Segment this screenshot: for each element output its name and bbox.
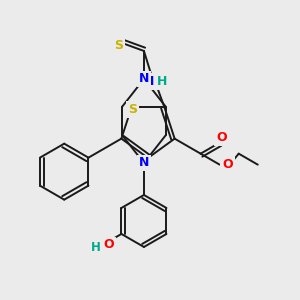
Text: H: H xyxy=(90,242,100,254)
Text: O: O xyxy=(222,158,233,171)
Text: O: O xyxy=(103,238,114,251)
Text: H: H xyxy=(157,75,167,88)
Text: N: N xyxy=(144,75,154,88)
Text: N: N xyxy=(139,73,149,85)
Text: S: S xyxy=(114,39,123,52)
Text: S: S xyxy=(128,103,137,116)
Text: N: N xyxy=(139,157,149,169)
Text: O: O xyxy=(216,131,227,144)
